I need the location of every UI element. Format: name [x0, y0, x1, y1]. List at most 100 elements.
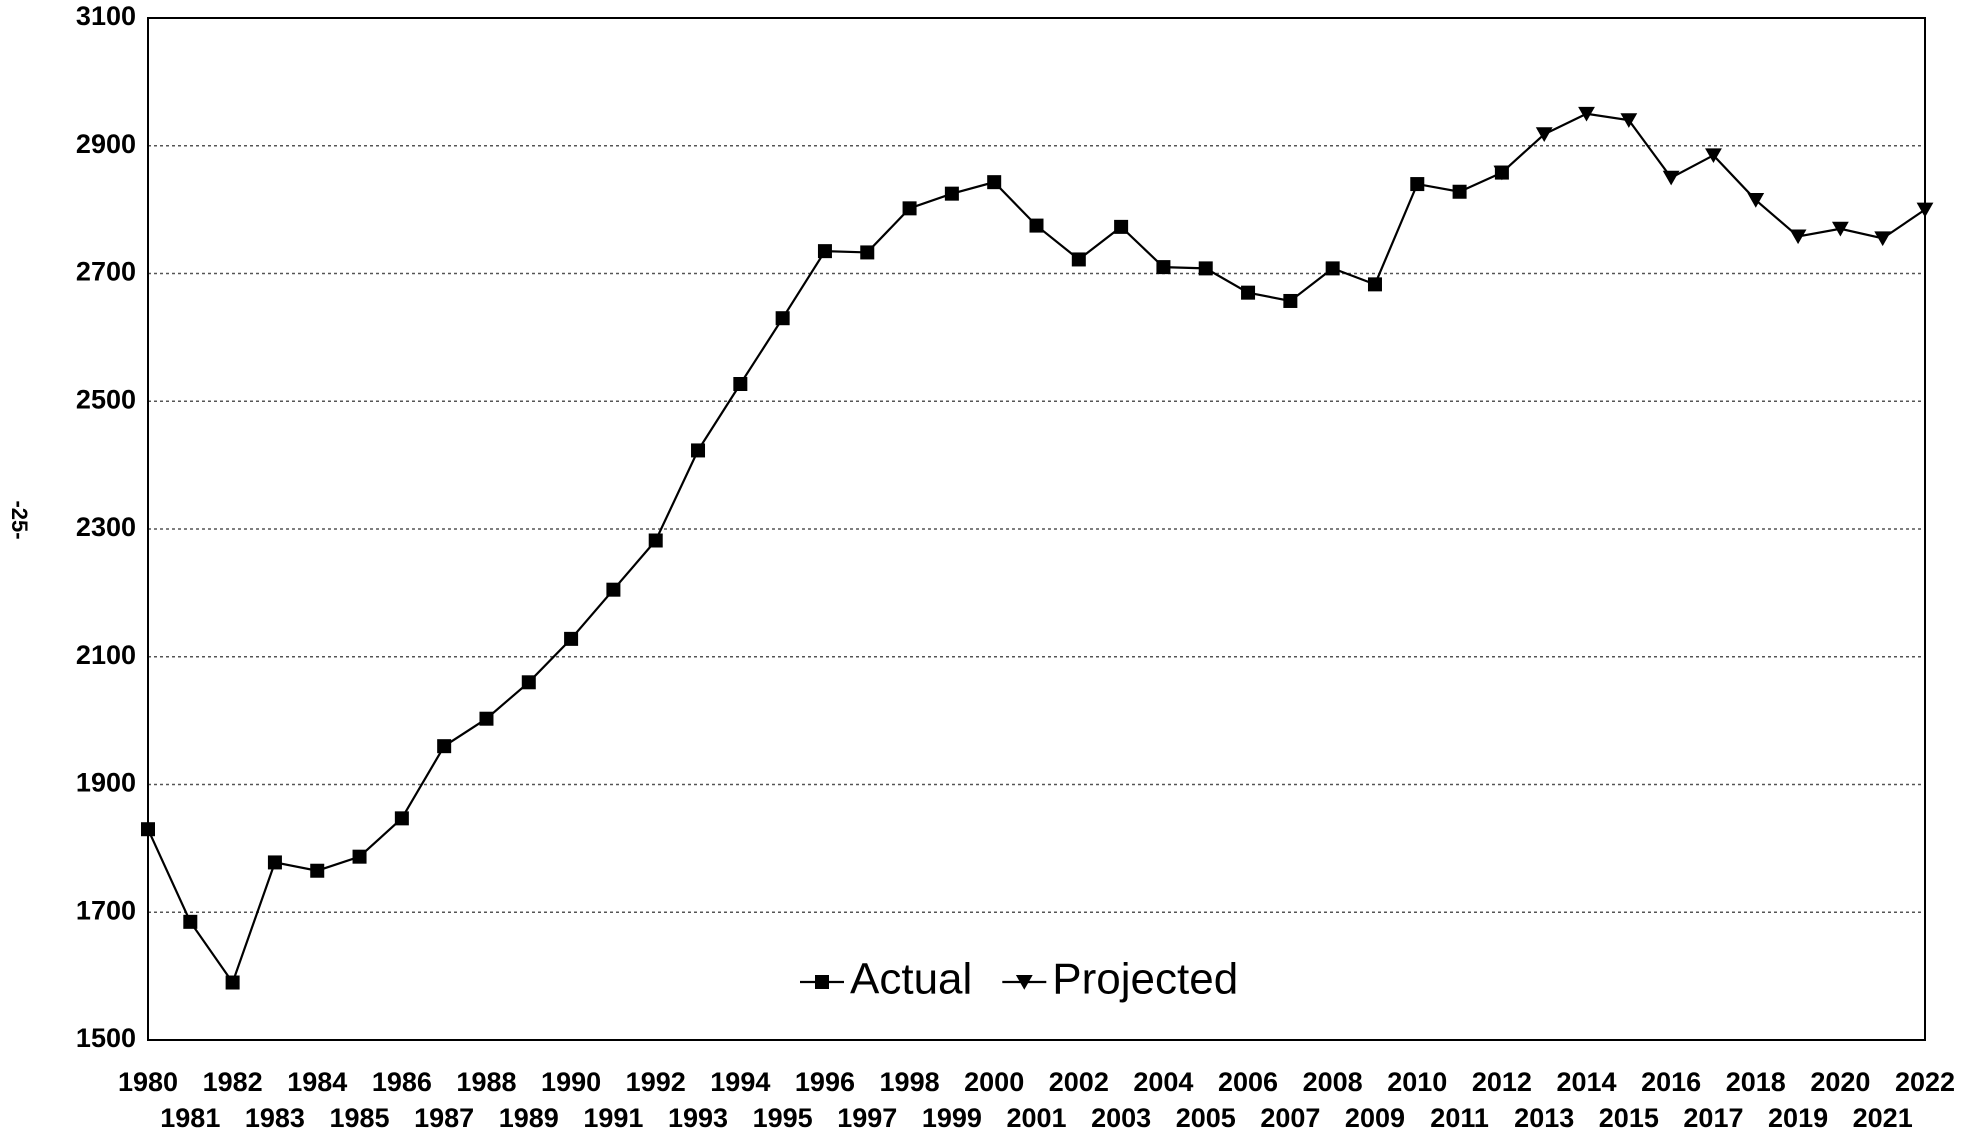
x-tick-label: 2017: [1683, 1103, 1743, 1130]
x-tick-label: 1989: [499, 1103, 559, 1130]
x-tick-label: 2010: [1387, 1067, 1447, 1097]
y-tick-label: 1500: [76, 1023, 136, 1053]
data-point: [691, 443, 706, 458]
y-tick-label: 2700: [76, 257, 136, 287]
page-label: -25-: [7, 500, 32, 539]
x-tick-label: 1987: [414, 1103, 474, 1130]
data-point: [1831, 221, 1849, 237]
x-tick-label: 2021: [1853, 1103, 1913, 1130]
data-point: [817, 244, 832, 259]
data-point: [1620, 113, 1638, 128]
data-point: [1535, 127, 1553, 142]
x-tick-label: 2004: [1133, 1067, 1193, 1097]
x-tick-label: 1999: [922, 1103, 982, 1130]
x-tick-label: 1996: [795, 1067, 855, 1097]
data-point: [1325, 261, 1340, 276]
x-tick-label: 1998: [880, 1067, 940, 1097]
data-point: [1747, 193, 1765, 208]
x-tick-label: 2000: [964, 1067, 1024, 1097]
x-tick-label: 1988: [456, 1067, 516, 1097]
data-point: [1578, 106, 1595, 122]
y-tick-label: 2300: [76, 512, 136, 542]
data-point: [1283, 293, 1298, 308]
data-point: [775, 311, 790, 326]
series-line: [1501, 112, 1926, 240]
legend-marker: [1015, 975, 1033, 990]
y-tick-label: 1900: [76, 768, 136, 798]
series-line: [146, 171, 1503, 985]
x-tick-label: 1995: [753, 1103, 813, 1130]
data-point: [606, 582, 621, 597]
data-point: [944, 186, 959, 201]
x-tick-label: 1992: [626, 1067, 686, 1097]
plot-frame: [147, 17, 1926, 1041]
legend-label: Actual: [850, 955, 972, 1004]
data-point: [1198, 261, 1213, 276]
x-tick-label: 2002: [1049, 1067, 1109, 1097]
x-tick-label: 1982: [203, 1067, 263, 1097]
y-tick-label: 3100: [76, 1, 136, 31]
data-point: [1916, 202, 1934, 218]
x-tick-label: 1990: [541, 1067, 601, 1097]
x-tick-label: 2022: [1895, 1067, 1955, 1097]
y-tick-label: 1700: [76, 895, 136, 925]
x-tick-label: 2012: [1472, 1067, 1532, 1097]
data-point: [1029, 218, 1044, 233]
x-tick-label: 2018: [1726, 1067, 1786, 1097]
data-point: [1071, 252, 1086, 267]
x-tick-label: 1991: [583, 1103, 643, 1130]
data-point: [352, 849, 367, 864]
data-point: [1452, 184, 1467, 199]
data-point: [987, 175, 1002, 190]
data-point: [1410, 177, 1425, 192]
data-point: [902, 201, 917, 216]
y-tick-label: 2100: [76, 640, 136, 670]
data-point: [1705, 148, 1722, 164]
x-tick-label: 2008: [1303, 1067, 1363, 1097]
x-tick-label: 1985: [330, 1103, 390, 1130]
data-point: [479, 711, 494, 726]
x-tick-label: 1994: [710, 1067, 770, 1097]
x-tick-label: 2006: [1218, 1067, 1278, 1097]
x-tick-label: 2020: [1810, 1067, 1870, 1097]
x-tick-label: 1997: [837, 1103, 897, 1130]
x-tick-label: 2013: [1514, 1103, 1574, 1130]
x-tick-label: 2016: [1641, 1067, 1701, 1097]
x-tick-label: 1983: [245, 1103, 305, 1130]
data-point: [648, 533, 663, 548]
x-tick-label: 2015: [1599, 1103, 1659, 1130]
x-tick-label: 2009: [1345, 1103, 1405, 1130]
x-tick-label: 2014: [1556, 1067, 1616, 1097]
x-tick-label: 2007: [1260, 1103, 1320, 1130]
data-point: [733, 377, 748, 392]
data-point: [564, 631, 579, 646]
x-tick-label: 2003: [1091, 1103, 1151, 1130]
data-point: [437, 739, 452, 754]
data-point: [1241, 285, 1256, 300]
data-point: [1493, 165, 1511, 181]
data-point: [183, 914, 198, 929]
data-point: [141, 822, 155, 837]
data-point: [860, 245, 875, 260]
data-point: [310, 863, 325, 878]
x-tick-label: 1980: [118, 1067, 178, 1097]
data-point: [225, 975, 240, 990]
data-point: [1874, 231, 1892, 247]
x-tick-label: 1984: [287, 1067, 347, 1097]
y-tick-label: 2900: [76, 129, 136, 159]
data-point: [521, 675, 536, 690]
data-point: [267, 855, 282, 870]
data-point: [1114, 219, 1129, 234]
x-tick-label: 2011: [1430, 1103, 1489, 1130]
data-point: [1156, 260, 1171, 275]
x-tick-label: 1981: [160, 1103, 220, 1130]
x-tick-label: 1986: [372, 1067, 432, 1097]
x-tick-label: 2019: [1768, 1103, 1828, 1130]
x-tick-label: 2005: [1176, 1103, 1236, 1130]
data-point: [1662, 170, 1680, 186]
y-tick-label: 2500: [76, 384, 136, 414]
legend-label: Projected: [1052, 955, 1238, 1004]
data-point: [1789, 229, 1807, 245]
legend-marker: [815, 975, 829, 989]
